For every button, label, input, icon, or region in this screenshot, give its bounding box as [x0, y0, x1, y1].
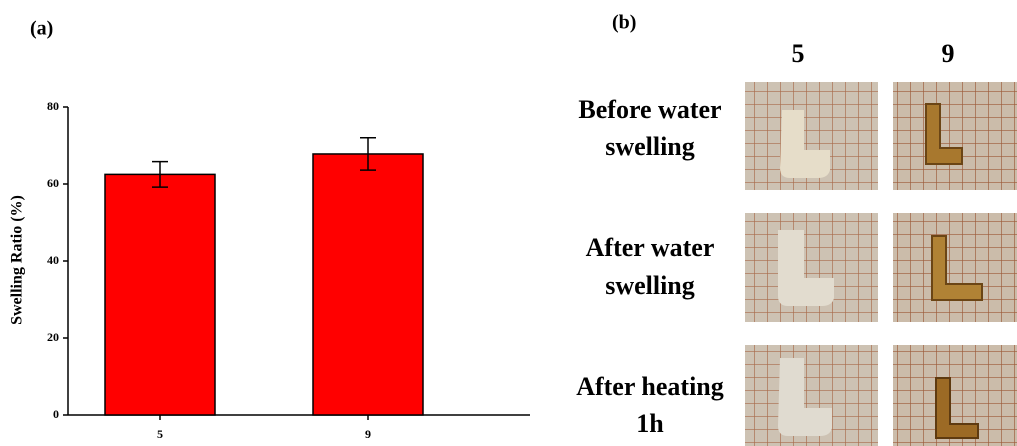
photo-grid [745, 82, 1017, 446]
row-label: 1h [636, 409, 664, 438]
row-label: swelling [605, 271, 695, 300]
photo [893, 213, 1017, 322]
y-tick-label: 0 [53, 407, 59, 421]
error-bar [360, 137, 376, 171]
panel-label: (b) [612, 12, 636, 34]
sample [778, 230, 834, 306]
row-label: After water [586, 233, 715, 262]
error-bar [152, 160, 168, 188]
panel-label: (a) [30, 18, 53, 40]
bar [312, 153, 424, 416]
y-axis-label: Swelling Ratio (%) [9, 195, 26, 325]
photo [893, 82, 1017, 190]
x-tick-label: 9 [365, 427, 371, 441]
row-label: Before water [578, 95, 721, 124]
sample [925, 103, 963, 165]
sample [935, 377, 979, 439]
y-tick-label: 40 [47, 253, 59, 267]
sample [931, 235, 983, 301]
y-tick-label: 60 [47, 176, 59, 190]
row-label: After heating [576, 372, 724, 401]
x-tick-label: 5 [157, 427, 163, 441]
sample [780, 110, 830, 178]
y-tick-label: 80 [47, 99, 59, 113]
y-tick-label: 20 [47, 330, 59, 344]
column-header: 5 [792, 39, 805, 68]
bar [104, 173, 216, 416]
row-label: swelling [605, 132, 695, 161]
column-header: 9 [942, 39, 955, 68]
sample [778, 358, 832, 436]
